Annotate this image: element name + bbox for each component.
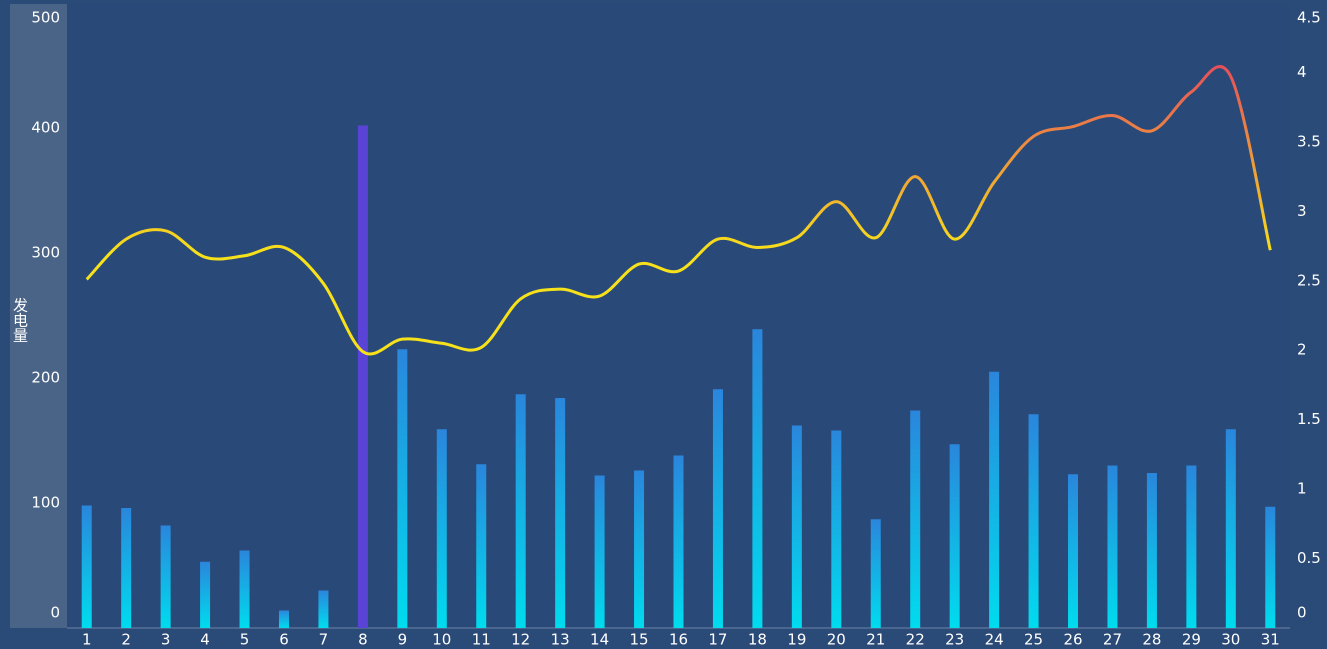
bar [200, 561, 211, 628]
x-tick-label: 17 [708, 631, 727, 649]
bar [634, 470, 645, 628]
x-tick-label: 28 [1142, 631, 1161, 649]
y2-tick-label: 1 [1297, 480, 1307, 498]
bar [515, 394, 526, 628]
y2-tick-label: 1.5 [1297, 410, 1321, 428]
bar [476, 464, 487, 628]
bar [121, 508, 132, 628]
bar [989, 371, 1000, 628]
bar [910, 410, 921, 628]
bar [1186, 465, 1197, 628]
x-tick-label: 6 [279, 631, 289, 649]
bar [870, 519, 881, 628]
bar [318, 590, 329, 628]
y2-tick-label: 4.5 [1297, 9, 1321, 27]
x-tick-label: 3 [161, 631, 171, 649]
x-tick-label: 21 [866, 631, 885, 649]
x-tick-label: 1 [82, 631, 92, 649]
y-tick-label: 0 [50, 604, 60, 622]
y2-tick-label: 3.5 [1297, 132, 1321, 150]
bar [278, 610, 289, 628]
y-tick-label: 200 [31, 369, 60, 387]
bar [1028, 414, 1039, 628]
x-tick-label: 26 [1063, 631, 1082, 649]
bar [1107, 465, 1118, 628]
bar [555, 398, 566, 628]
x-tick-label: 15 [630, 631, 649, 649]
x-tick-label: 24 [985, 631, 1004, 649]
y2-tick-label: 2 [1297, 341, 1307, 359]
bar [712, 389, 723, 628]
y-tick-label: 100 [31, 494, 60, 512]
axis-strip [10, 4, 67, 628]
x-tick-label: 11 [472, 631, 491, 649]
bar [949, 444, 960, 628]
x-tick-label: 16 [669, 631, 688, 649]
x-tick-label: 9 [398, 631, 408, 649]
line [85, 65, 1272, 356]
x-tick-label: 20 [827, 631, 846, 649]
bar [1068, 474, 1079, 628]
x-tick-label: 22 [906, 631, 925, 649]
x-tick-label: 27 [1103, 631, 1122, 649]
bar [831, 430, 842, 628]
bar [160, 525, 171, 628]
y-tick-label: 500 [31, 9, 60, 27]
x-tick-label: 30 [1221, 631, 1240, 649]
x-tick-label: 5 [240, 631, 250, 649]
y-tick-label: 400 [31, 119, 60, 137]
y-tick-label: 300 [31, 244, 60, 262]
bar [752, 329, 763, 628]
x-tick-label: 25 [1024, 631, 1043, 649]
y2-tick-label: 0 [1297, 604, 1307, 622]
bar [673, 455, 684, 628]
y2-tick-label: 3 [1297, 202, 1307, 220]
x-tick-label: 2 [121, 631, 131, 649]
bar [1265, 506, 1276, 628]
bar [397, 349, 408, 628]
x-tick-label: 8 [358, 631, 368, 649]
x-tick-label: 29 [1182, 631, 1201, 649]
x-tick-label: 14 [590, 631, 609, 649]
y2-tick-label: 2.5 [1297, 271, 1321, 289]
x-tick-label: 19 [787, 631, 806, 649]
y2-tick-label: 4 [1297, 63, 1307, 81]
x-tick-label: 7 [319, 631, 329, 649]
x-tick-label: 4 [200, 631, 210, 649]
x-tick-label: 18 [748, 631, 767, 649]
x-tick-label: 13 [551, 631, 570, 649]
bar [791, 425, 802, 628]
bar [357, 125, 368, 628]
y2-tick-label: 0.5 [1297, 549, 1321, 567]
bar [1225, 429, 1236, 628]
y-axis-title: 发电量 [11, 298, 29, 343]
bar [239, 550, 250, 628]
x-tick-label: 12 [511, 631, 530, 649]
bar [436, 429, 447, 628]
x-tick-label: 31 [1261, 631, 1280, 649]
x-tick-label: 23 [945, 631, 964, 649]
bar [1146, 473, 1157, 628]
x-tick-label: 10 [432, 631, 451, 649]
bar [81, 505, 92, 628]
bar [594, 475, 605, 628]
